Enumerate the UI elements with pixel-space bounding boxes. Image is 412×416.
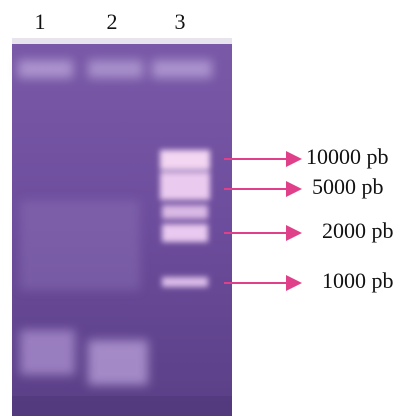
lane-label: 1 bbox=[35, 9, 46, 34]
lane-label: 3 bbox=[175, 9, 186, 34]
gel bbox=[12, 38, 232, 416]
lane-labels: 1 2 3 bbox=[35, 9, 186, 34]
marker-arrows bbox=[224, 151, 302, 291]
marker-label: 1000 pb bbox=[322, 268, 394, 293]
marker-label: 2000 pb bbox=[322, 218, 394, 243]
marker-label: 10000 pb bbox=[306, 144, 389, 169]
marker-labels: 10000 pb 5000 pb 2000 pb 1000 pb bbox=[306, 144, 394, 293]
ladder-bands bbox=[160, 150, 210, 287]
lane-label: 2 bbox=[107, 9, 118, 34]
marker-label: 5000 pb bbox=[312, 174, 384, 199]
